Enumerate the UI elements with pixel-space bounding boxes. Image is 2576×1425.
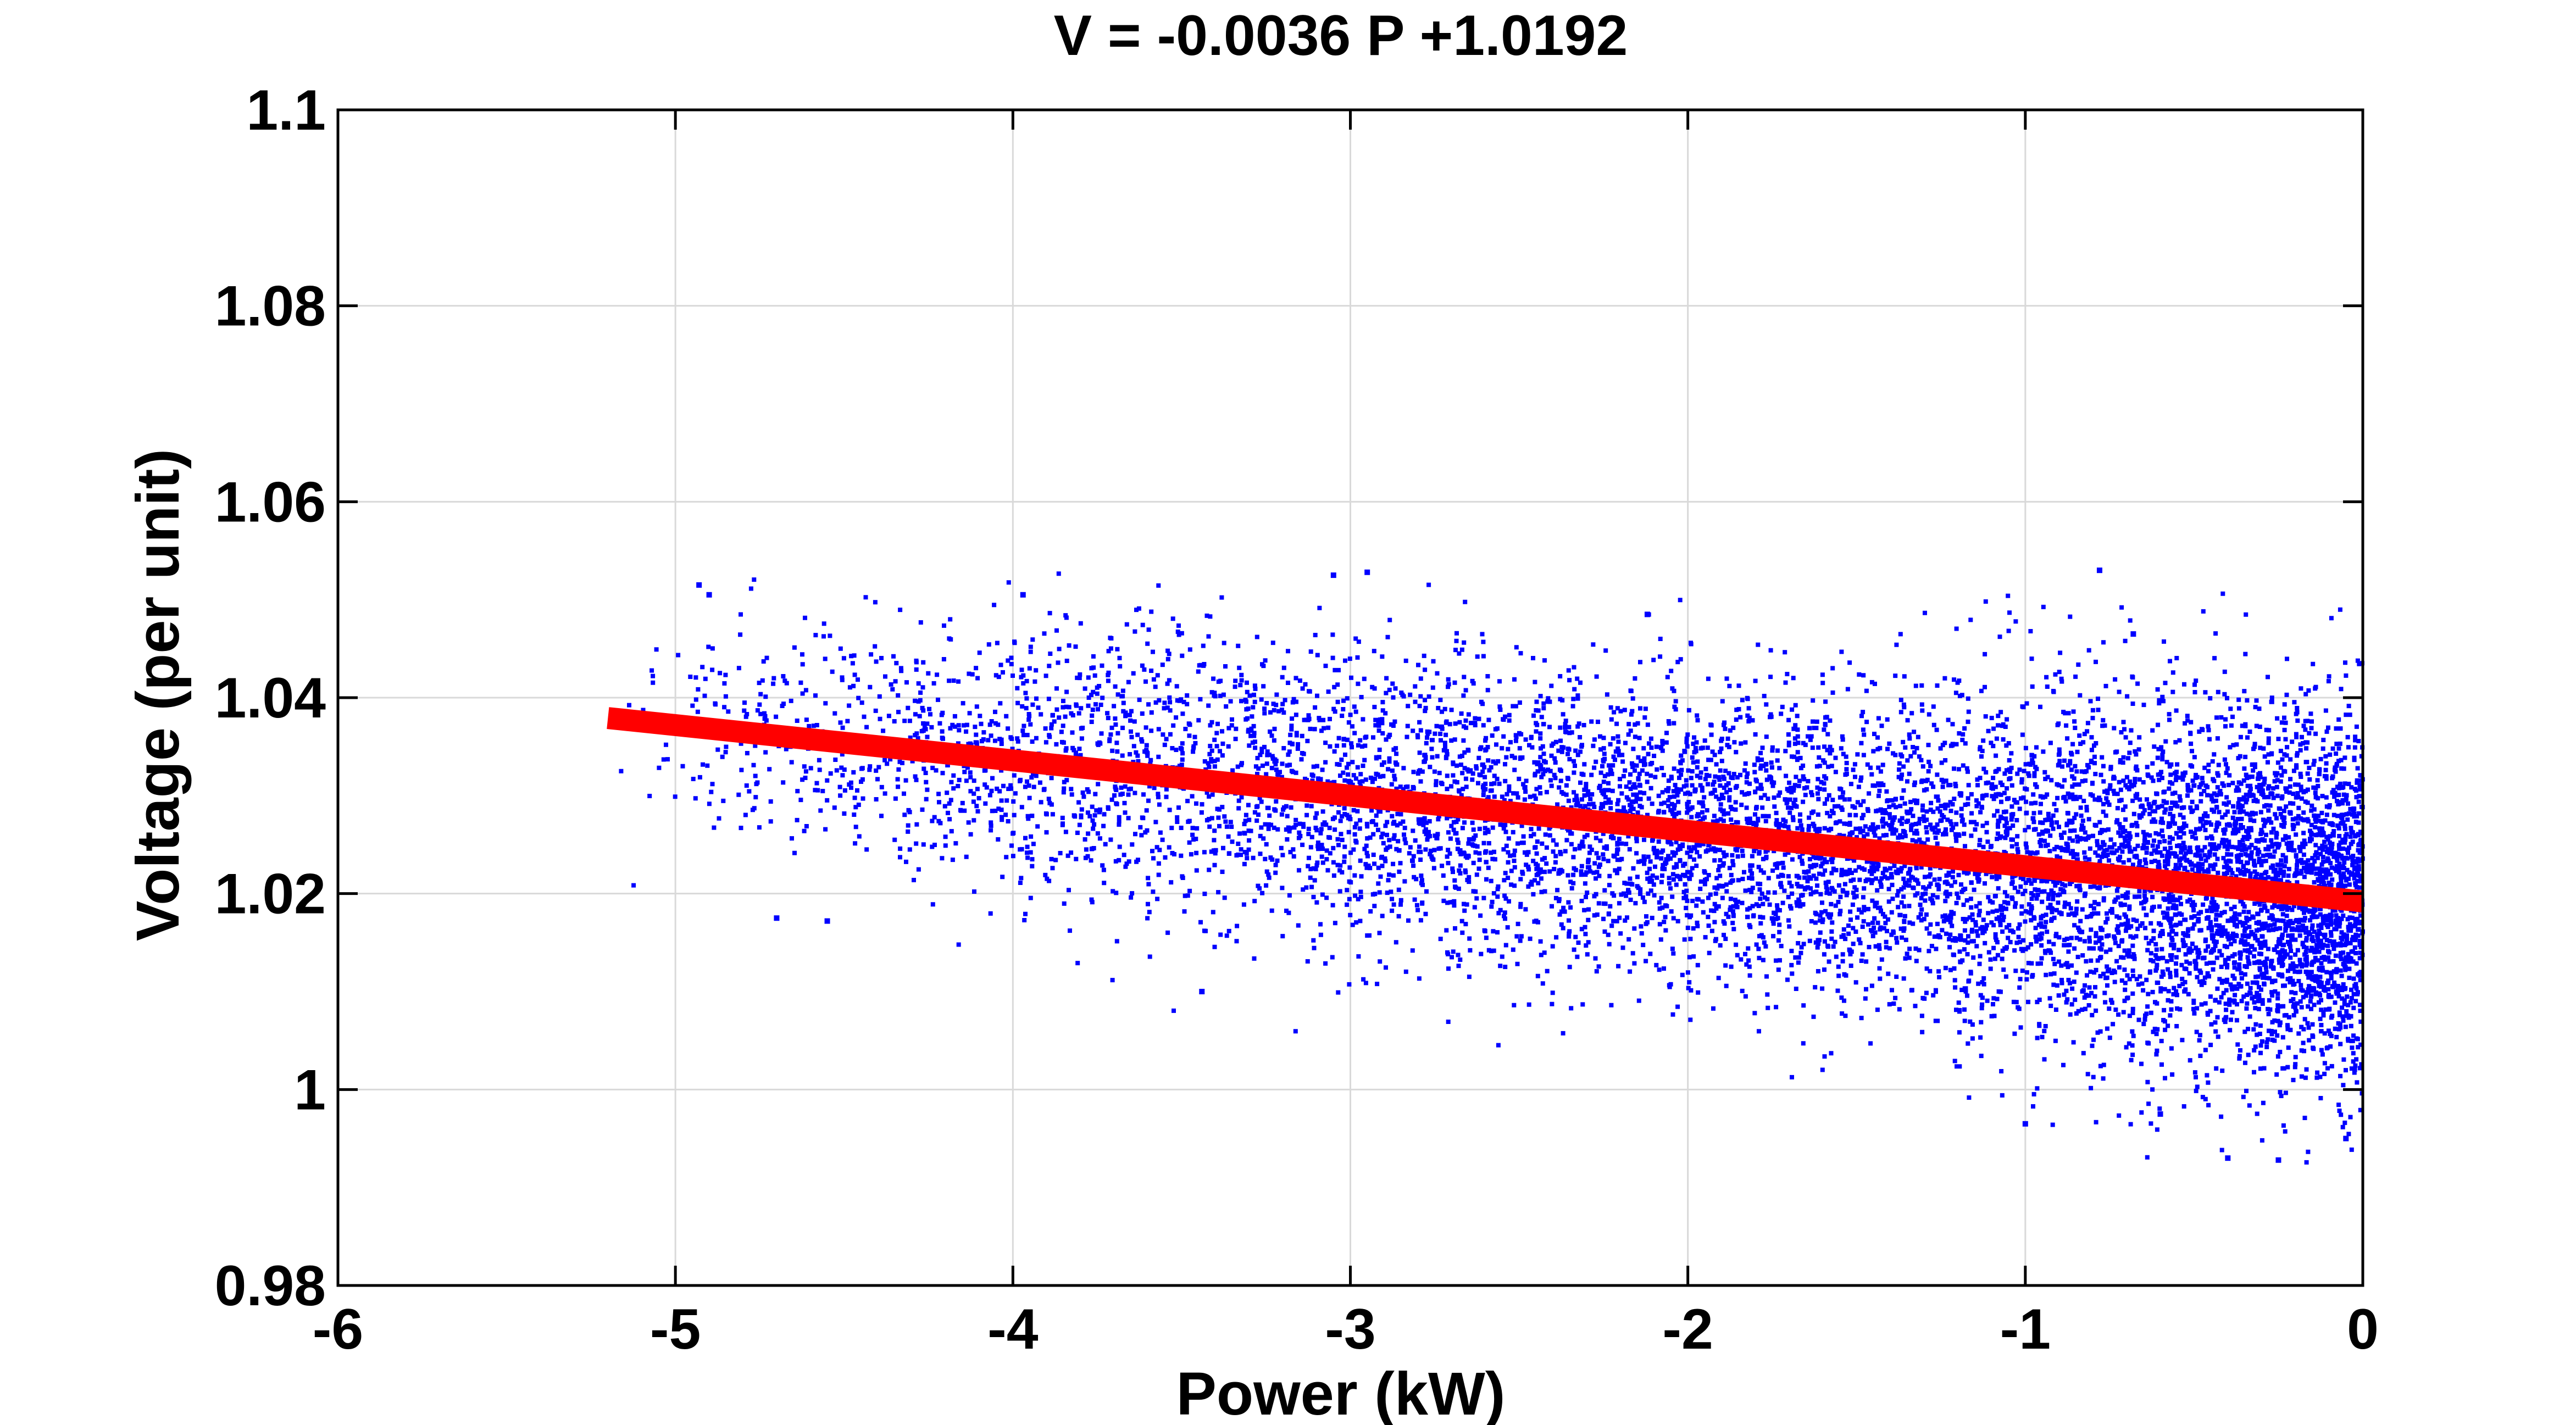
scatter-point (2130, 631, 2136, 637)
grid-lines (338, 110, 2363, 1285)
y-axis-title: Voltage (per unit) (124, 449, 192, 941)
tick-labels: -6 -5 -4 -3 -2 -1 0 0.98 1 1.02 1.04 1.06 1.08 1.1 (215, 79, 2379, 1361)
y-tick-label: 1 (294, 1058, 326, 1122)
scatter-point (824, 918, 830, 924)
scatter-point (774, 915, 780, 921)
x-tick-label: -1 (2000, 1298, 2051, 1361)
y-tick-label: 1.08 (215, 275, 326, 338)
y-tick-label: 1.04 (215, 666, 326, 730)
scatter-point (2157, 1111, 2163, 1117)
x-tick-label: -4 (987, 1298, 1039, 1361)
x-tick-label: 0 (2347, 1298, 2379, 1361)
x-tick-label: -3 (1325, 1298, 1375, 1361)
scatter-point (1020, 592, 1026, 598)
x-tick-label: -2 (1662, 1298, 1713, 1361)
axes (336, 108, 2364, 1287)
scatter-point (2275, 1157, 2281, 1163)
y-tick-label: 1.06 (215, 470, 326, 534)
scatter-point (2343, 1135, 2349, 1142)
scatter-point (706, 592, 712, 598)
scatter-point (2022, 1121, 2028, 1127)
scatter-point (1364, 569, 1370, 575)
data-points (619, 567, 2366, 1165)
fit-line-layer (607, 707, 2364, 912)
scatter-point-cloud (619, 571, 2366, 1165)
scatter-point (1644, 611, 1650, 617)
scatter-point (1330, 572, 1336, 578)
chart-title: V = -0.0036 P +1.0192 (1054, 4, 1628, 68)
scatter-point (2225, 1155, 2231, 1161)
scatter-point (1199, 989, 1205, 994)
fit-line (607, 707, 2364, 912)
x-tick-label: -6 (313, 1298, 363, 1361)
scatter-point (2096, 567, 2102, 574)
scatter-point (696, 582, 702, 588)
y-tick-label: 1.1 (246, 79, 326, 142)
y-tick-label: 0.98 (215, 1254, 326, 1318)
y-tick-label: 1.02 (215, 862, 326, 926)
x-axis-title: Power (kW) (1176, 1360, 1506, 1425)
x-tick-label: -5 (650, 1298, 701, 1361)
